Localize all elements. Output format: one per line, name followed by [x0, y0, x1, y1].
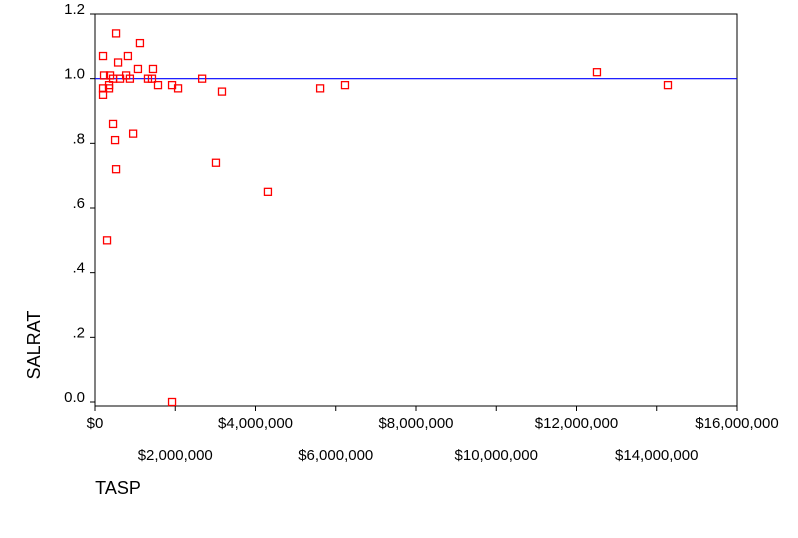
y-tick-label: 1.0 [64, 66, 85, 83]
x-tick-label: $8,000,000 [378, 415, 453, 432]
y-tick-label: 0.0 [64, 389, 85, 406]
point [148, 64, 158, 74]
point [110, 135, 120, 145]
point [147, 74, 157, 83]
point [121, 71, 131, 80]
point [135, 38, 145, 48]
y-tick-label: 1.2 [64, 1, 85, 18]
y-tick-label: .6 [72, 195, 85, 212]
point [111, 29, 121, 38]
y-tick-label: .2 [72, 324, 85, 341]
point [315, 84, 325, 93]
point [104, 84, 114, 93]
point [128, 129, 138, 138]
x-tick-label: $2,000,000 [138, 447, 213, 464]
x-tick-label: $12,000,000 [535, 415, 618, 432]
point [133, 64, 143, 74]
x-axis-label: TASP [95, 478, 141, 498]
y-axis-label: SALRAT [24, 311, 44, 380]
point [108, 119, 118, 129]
x-tick-label: $0 [87, 415, 104, 432]
point [111, 165, 121, 174]
point [197, 74, 207, 83]
point [263, 187, 273, 196]
point [113, 58, 123, 67]
point [340, 80, 350, 90]
point [592, 68, 602, 77]
x-tick-label: $14,000,000 [615, 447, 698, 464]
point [123, 51, 133, 61]
point [98, 90, 108, 99]
point [153, 80, 163, 90]
x-tick-label: $16,000,000 [695, 415, 778, 432]
point [173, 84, 183, 93]
point [167, 397, 177, 407]
point [663, 80, 673, 90]
x-tick-label: $10,000,000 [455, 447, 538, 464]
point [217, 87, 227, 96]
point [102, 236, 112, 245]
point [211, 158, 221, 167]
y-tick-label: .8 [72, 130, 85, 147]
x-tick-label: $6,000,000 [298, 447, 373, 464]
point [99, 71, 109, 80]
plot-frame [94, 13, 738, 407]
x-tick-label: $4,000,000 [218, 415, 293, 432]
point [98, 51, 108, 61]
y-tick-label: .4 [72, 260, 85, 277]
